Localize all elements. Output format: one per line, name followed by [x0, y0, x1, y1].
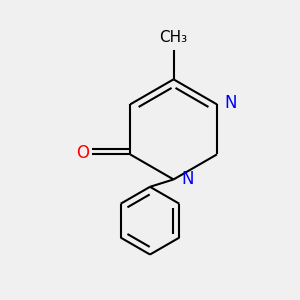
Text: N: N [181, 170, 194, 188]
Text: O: O [76, 144, 89, 162]
Text: CH₃: CH₃ [160, 30, 188, 45]
Text: N: N [224, 94, 237, 112]
